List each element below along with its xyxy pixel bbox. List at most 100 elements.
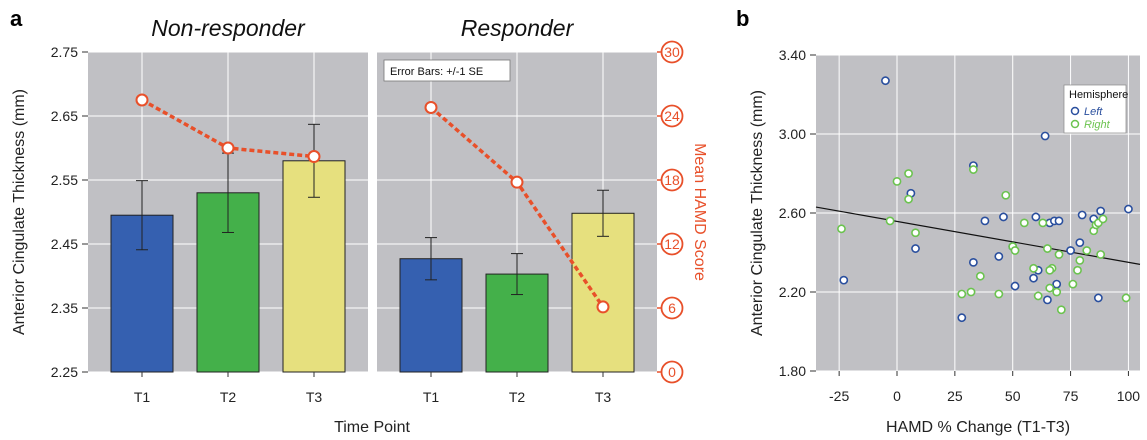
y-axis-label: Anterior Cingulate Thickness (mm) xyxy=(11,89,28,335)
x-tick-label: T3 xyxy=(595,389,612,405)
x-axis-ticks-scatter: -25 0 25 50 75 100 xyxy=(829,371,1140,404)
x-tick-label: T3 xyxy=(306,389,323,405)
scatter-point-right xyxy=(966,287,976,297)
scatter-point-right xyxy=(1073,265,1082,275)
bars xyxy=(110,123,635,373)
x-axis-label: Time Point xyxy=(334,419,410,436)
scatter-point-right xyxy=(904,169,913,178)
scatter-point-left xyxy=(881,76,890,86)
y-tick-label: 2.60 xyxy=(779,205,806,221)
panel-a-bar-chart: 2.25 2.35 2.45 2.55 2.65 2.75 0 6 12 18 24 30 T1 T2… xyxy=(11,15,708,436)
x-axis-ticks: T1 T2 T3 T1 T2 T3 xyxy=(134,372,612,405)
hamd-tick-circle xyxy=(660,168,684,192)
scatter-point-right xyxy=(1098,214,1108,224)
scatter-point-left xyxy=(1043,295,1052,305)
bar-t3 xyxy=(571,212,635,373)
x-tick-label: 50 xyxy=(1005,388,1021,404)
hamd-tick-circle xyxy=(660,360,684,384)
scatter-point-right xyxy=(1075,255,1085,265)
hamd-point xyxy=(424,100,438,114)
legend-label-left: Left xyxy=(1084,106,1103,118)
hamd-tick-circle xyxy=(660,104,684,128)
hamd-tick-label: 24 xyxy=(664,108,680,124)
y-axis-ticks-scatter: 1.80 2.20 2.60 3.00 3.40 xyxy=(779,47,816,379)
scatter-point-right xyxy=(892,176,902,186)
scatter-point-left xyxy=(1066,246,1075,255)
panel-letter-a: a xyxy=(10,6,23,31)
scatter-point-right xyxy=(1056,305,1066,315)
scatter-point-left xyxy=(1096,206,1106,216)
x-tick-label: 75 xyxy=(1063,388,1079,404)
scatter-point-left xyxy=(1029,273,1038,283)
panel-b-scatter-chart: 1.80 2.20 2.60 3.00 3.40 -25 0 25 50 75 100 Hemis… xyxy=(749,47,1140,436)
x-tick-label: T1 xyxy=(134,389,151,405)
legend-title: Hemisphere xyxy=(1069,89,1128,101)
hamd-tick-label: 30 xyxy=(664,44,680,60)
hamd-lines xyxy=(135,93,610,314)
x-tick-label: T1 xyxy=(423,389,440,405)
hamd-point xyxy=(510,175,524,189)
hamd-point xyxy=(596,300,610,314)
scatter-point-right xyxy=(1001,190,1011,200)
y-tick-label: 1.80 xyxy=(779,363,806,379)
hamd-tick-circle xyxy=(660,232,684,256)
scatter-point-left xyxy=(1075,238,1085,248)
hamd-point xyxy=(221,141,235,155)
scatter-point-left xyxy=(1052,279,1062,289)
legend-marker-right xyxy=(1070,119,1080,129)
hamd-axis-ticks: 0 6 12 18 24 30 xyxy=(657,40,684,384)
scatter-point-right xyxy=(1033,291,1043,301)
scatter-point-right xyxy=(1010,246,1020,255)
panel-letter-b: b xyxy=(736,6,749,31)
y-tick-label: 3.40 xyxy=(779,47,806,63)
scatter-point-left xyxy=(994,252,1004,261)
x-axis-label-scatter: HAMD % Change (T1-T3) xyxy=(886,419,1070,436)
scatter-point-right xyxy=(975,271,985,281)
y-tick-label: 2.55 xyxy=(51,172,78,188)
x-tick-label: T2 xyxy=(220,389,237,405)
scatter-point-right xyxy=(904,194,913,204)
scatter-point-right xyxy=(1043,244,1052,253)
scatter-point-left xyxy=(1077,210,1087,220)
hamd-axis-label: Mean HAMD Score xyxy=(691,143,708,281)
hamd-tick-label: 18 xyxy=(664,172,680,188)
scatter-point-right xyxy=(911,228,920,238)
hamd-tick-label: 12 xyxy=(664,236,680,252)
scatter-point-right xyxy=(1082,246,1092,255)
scatter-point-left xyxy=(957,313,967,323)
legend-marker-left xyxy=(1070,106,1080,116)
scatter-point-left xyxy=(1010,281,1020,291)
y-axis-label-scatter: Anterior Cingulate Thickness (mm) xyxy=(749,90,766,336)
scatter-point-right xyxy=(1038,218,1048,228)
scatter-point-right xyxy=(957,289,967,299)
scatter-point-right xyxy=(994,289,1004,299)
scatter-point-left xyxy=(1124,204,1133,214)
scatter-point-right xyxy=(1096,250,1106,259)
y-tick-label: 2.20 xyxy=(779,284,806,300)
scatter-point-right xyxy=(968,165,978,174)
x-tick-label: 100 xyxy=(1117,388,1141,404)
x-tick-label: 0 xyxy=(893,388,901,404)
y-tick-label: 2.65 xyxy=(51,108,78,124)
scatter-point-right xyxy=(1068,279,1078,289)
legend-label-right: Right xyxy=(1084,119,1111,131)
y-tick-label: 2.45 xyxy=(51,236,78,252)
hamd-tick-label: 6 xyxy=(668,300,676,316)
scatter-point-right xyxy=(1029,263,1038,273)
y-tick-label: 3.00 xyxy=(779,126,806,142)
scatter-point-left xyxy=(839,275,849,285)
scatter-point-right xyxy=(1019,218,1029,228)
scatter-point-right xyxy=(1045,283,1055,293)
scatter-points xyxy=(837,76,1133,323)
scatter-point-right xyxy=(885,216,895,226)
scatter-point-left xyxy=(968,257,978,267)
scatter-point-right xyxy=(837,224,846,234)
legend: Hemisphere Left Right xyxy=(1063,84,1128,134)
hamd-point xyxy=(307,150,321,164)
x-tick-label: -25 xyxy=(829,388,849,404)
scatter-point-right xyxy=(1045,265,1055,275)
scatter-point-left xyxy=(1093,293,1103,303)
x-tick-label: 25 xyxy=(947,388,963,404)
hamd-tick-circle xyxy=(660,296,684,320)
error-bar-note-box xyxy=(383,59,511,82)
